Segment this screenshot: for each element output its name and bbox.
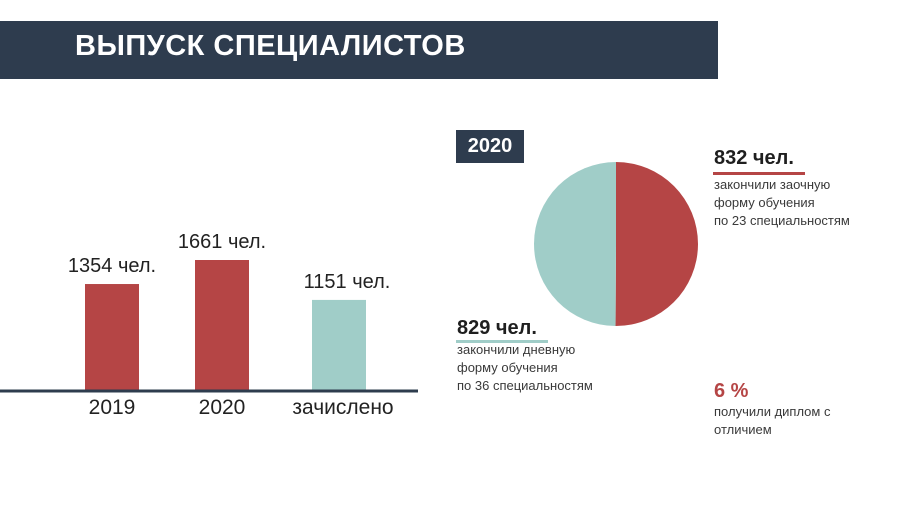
zaochnaya-description: закончили заочную форму обучения по 23 с…: [714, 177, 850, 228]
pie-slice-1: [534, 162, 616, 326]
bar-value-label: 1354 чел.: [68, 255, 156, 277]
honors-percent: 6 %: [714, 380, 749, 402]
zaochnaya-count: 832 чел.: [714, 147, 794, 169]
bar-value-label: 1151 чел.: [304, 271, 391, 293]
title-bar: ВЫПУСК СПЕЦИАЛИСТОВ: [0, 21, 718, 79]
bar-category-label: 2020: [199, 396, 246, 419]
zaochnaya-underline: [713, 172, 805, 175]
bar-category-label: 2019: [89, 396, 136, 419]
bar-2: [312, 299, 366, 390]
pie-year-badge: 2020: [456, 130, 524, 163]
slide-title: ВЫПУСК СПЕЦИАЛИСТОВ: [75, 30, 466, 62]
bar-value-label: 1661 чел.: [178, 231, 266, 253]
bar-category-label: зачислено: [292, 396, 393, 419]
bar-0: [85, 284, 139, 390]
pie-chart: [534, 162, 699, 327]
pie-slice-0: [615, 162, 699, 327]
dnevnaya-underline: [456, 340, 548, 343]
bar-chart: 1354 чел. 2019 1661 чел. 2020 1151 чел. зачис…: [68, 231, 394, 419]
bar-1: [195, 260, 249, 390]
dnevnaya-count: 829 чел.: [457, 317, 537, 339]
dnevnaya-description: закончили дневную форму обучения по 36 с…: [457, 342, 593, 393]
honors-description: получили диплом с отличием: [714, 404, 831, 437]
